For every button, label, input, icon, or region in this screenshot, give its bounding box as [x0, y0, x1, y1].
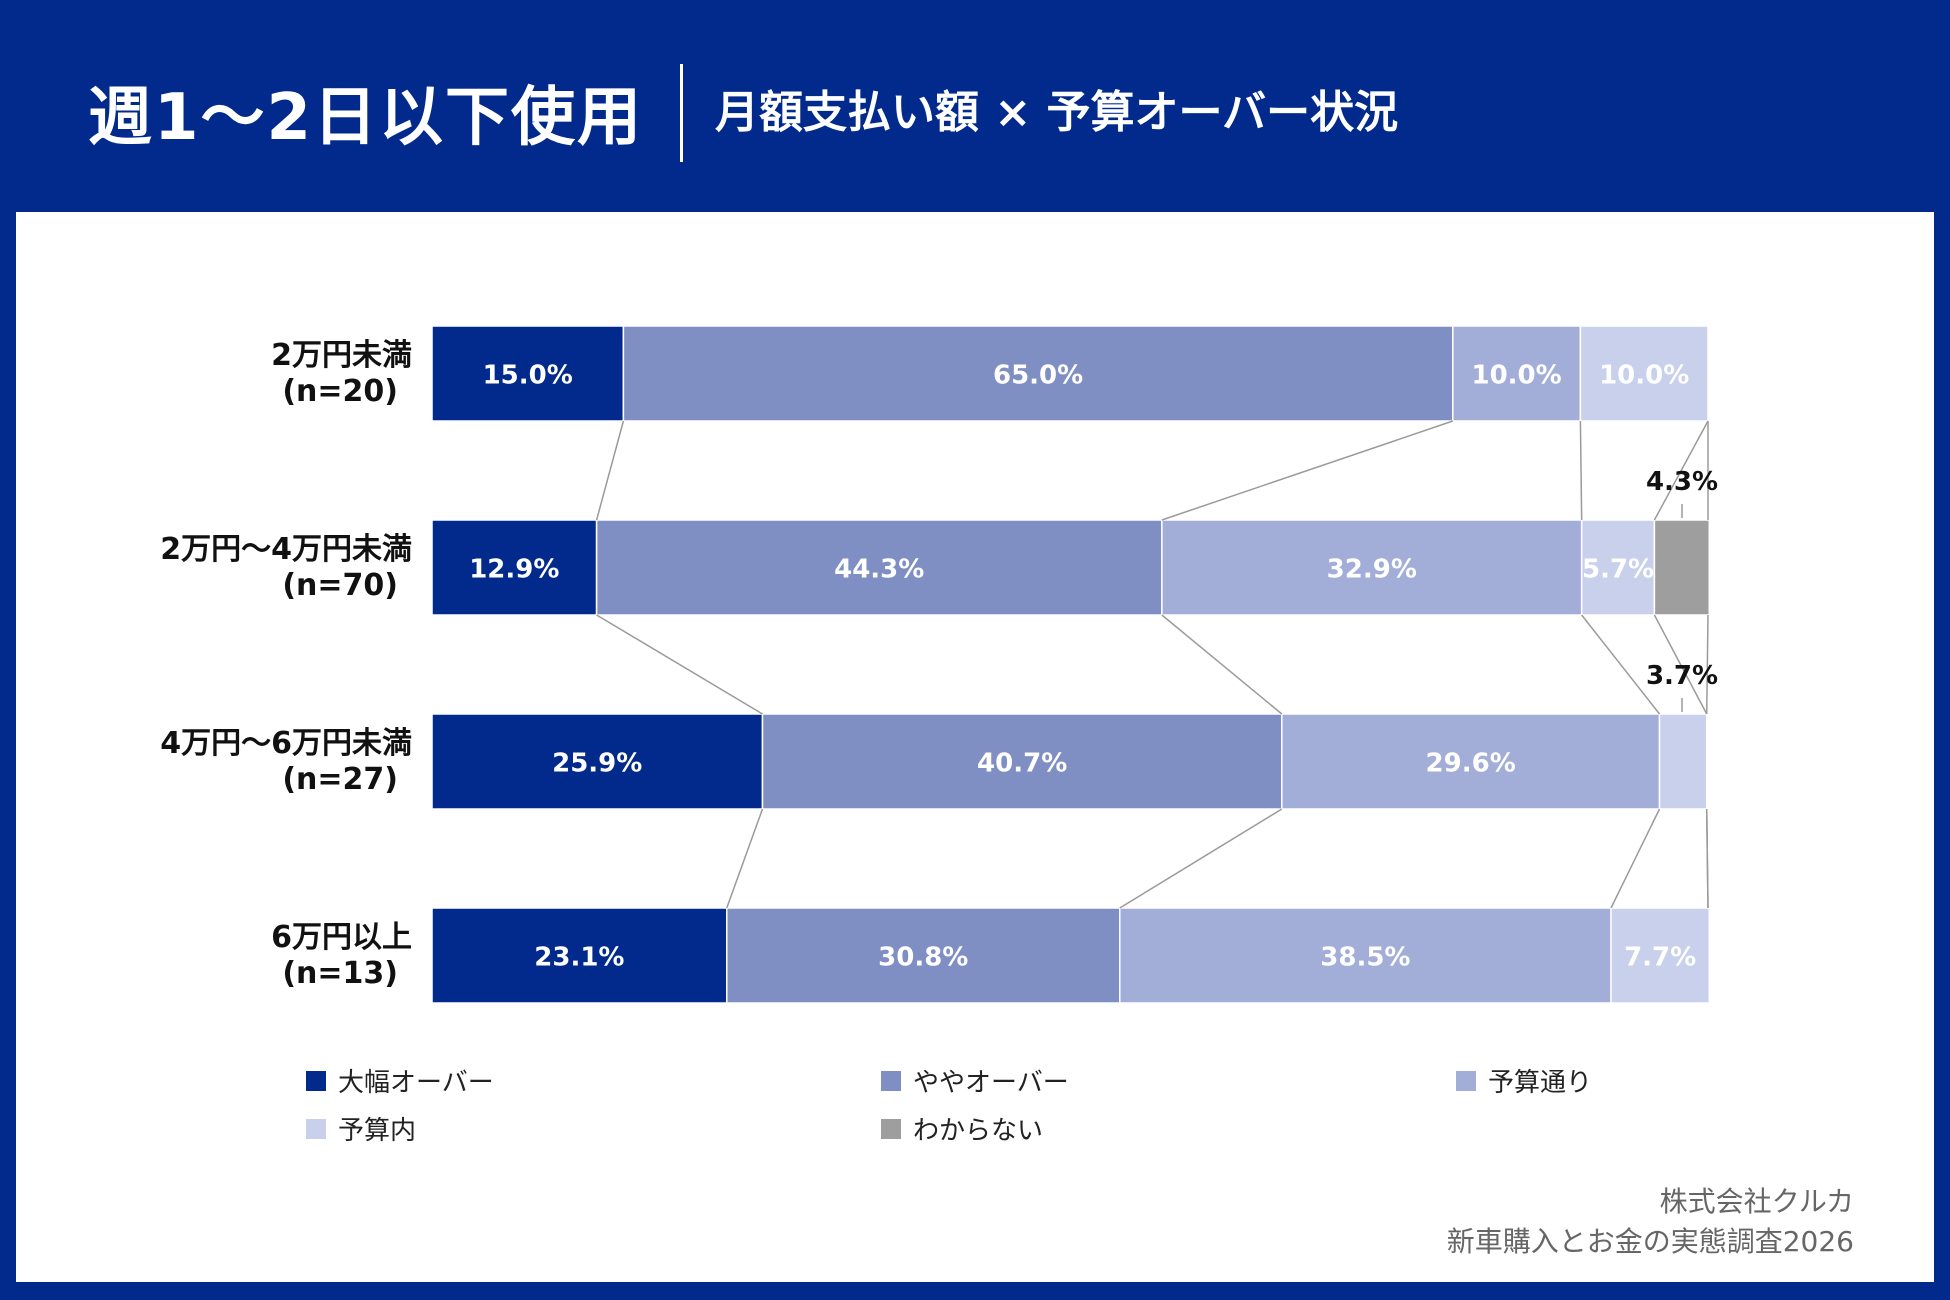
legend-label: 予算内 [338, 1116, 417, 1146]
data-label: 12.9% [469, 555, 559, 585]
data-label: 65.0% [993, 361, 1083, 391]
category-label: 6万円以上 (n=13) [72, 920, 412, 992]
data-label: 44.3% [834, 555, 924, 585]
bar-segment [431, 907, 728, 1004]
category-n: (n=70) [282, 567, 398, 603]
legend-label: 大幅オーバー [338, 1068, 494, 1098]
legend-item: わからない [881, 1110, 1043, 1147]
data-label: 25.9% [552, 749, 642, 779]
legend-label: ややオーバー [913, 1068, 1069, 1098]
category-name: 2万円未満 [271, 337, 412, 373]
bar-segment [1452, 325, 1582, 422]
data-label: 3.7% [1646, 661, 1718, 691]
category-n: (n=13) [282, 955, 398, 991]
connector-line [1161, 420, 1454, 521]
header: 週1〜2日以下使用 月額支払い額 × 予算オーバー状況 [0, 0, 1950, 210]
connector-line [1581, 614, 1661, 715]
data-label: 29.6% [1426, 749, 1516, 779]
bar-segment [1281, 713, 1661, 810]
bar-segment [1610, 907, 1711, 1004]
legend-item: 予算通り [1456, 1062, 1592, 1099]
legend-item: 予算内 [306, 1110, 416, 1147]
chart-panel: 15.0% 65.0% 10.0% 10.0% 12.9% 44.3% 32.9% 5.7% 4… [16, 212, 1934, 1282]
page-subtitle: 月額支払い額 × 予算オーバー状況 [715, 87, 1399, 138]
title-divider [680, 64, 683, 162]
stacked-bar-chart: 15.0% 65.0% 10.0% 10.0% 12.9% 44.3% 32.9% 5.7% 4… [431, 325, 1718, 1004]
legend-swatch [881, 1070, 901, 1091]
bar-segment [1653, 519, 1711, 616]
data-label: 40.7% [977, 749, 1067, 779]
category-name: 6万円以上 [271, 919, 412, 955]
legend-label: わからない [913, 1116, 1044, 1146]
legend-swatch [306, 1118, 326, 1139]
category-label: 4万円〜6万円未満 (n=27) [72, 726, 412, 798]
connector-line [1119, 808, 1283, 909]
connector-line [1705, 614, 1709, 715]
bar-segment [431, 519, 598, 616]
data-label: 38.5% [1320, 943, 1410, 973]
bar-segment [1580, 519, 1656, 616]
source-credit: 株式会社クルカ 新車購入とお金の実態調査2026 [1447, 1182, 1854, 1262]
category-name: 4万円〜6万円未満 [160, 725, 412, 761]
data-label: 7.7% [1624, 943, 1696, 973]
bar-segment [431, 325, 625, 422]
connector-line [595, 420, 625, 521]
connector-line [1653, 420, 1709, 521]
connector-line [1653, 614, 1708, 715]
data-label: 32.9% [1327, 555, 1417, 585]
legend: 大幅オーバー ややオーバー 予算通り予算内 わからない [306, 1062, 1806, 1162]
data-label: 5.7% [1582, 555, 1654, 585]
category-label: 2万円未満 (n=20) [72, 338, 412, 410]
bar-segment [1658, 713, 1708, 810]
bar-segment [1579, 325, 1709, 422]
connector-line [1610, 808, 1661, 909]
category-label: 2万円〜4万円未満 (n=70) [72, 532, 412, 604]
connector-line [1161, 614, 1283, 715]
category-n: (n=27) [282, 761, 398, 797]
page-title: 週1〜2日以下使用 [88, 81, 644, 155]
legend-swatch [306, 1070, 326, 1091]
source-survey: 新車購入とお金の実態調査2026 [1446, 1225, 1854, 1258]
data-label: 4.3% [1646, 467, 1718, 497]
bar-segment [1161, 519, 1583, 616]
legend-swatch [881, 1118, 901, 1139]
data-label: 23.1% [534, 943, 624, 973]
bar-segment [1119, 907, 1612, 1004]
data-label: 10.0% [1471, 361, 1561, 391]
source-company: 株式会社クルカ [1659, 1185, 1854, 1218]
legend-swatch [1456, 1070, 1476, 1091]
bar-segment [622, 325, 1454, 422]
connector-line [596, 614, 763, 715]
bar-segment [595, 519, 1163, 616]
data-label: 10.0% [1599, 361, 1689, 391]
bar-segment [431, 713, 764, 810]
legend-label: 予算通り [1488, 1068, 1593, 1098]
data-label: 30.8% [878, 943, 968, 973]
data-label: 15.0% [483, 361, 573, 391]
connector-line [726, 808, 764, 909]
legend-item: ややオーバー [881, 1062, 1069, 1099]
connector-line [1579, 420, 1583, 521]
category-name: 2万円〜4万円未満 [160, 531, 412, 567]
bar-segment [726, 907, 1121, 1004]
connector-line [1705, 808, 1709, 909]
legend-item: 大幅オーバー [306, 1062, 494, 1099]
category-n: (n=20) [282, 373, 398, 409]
